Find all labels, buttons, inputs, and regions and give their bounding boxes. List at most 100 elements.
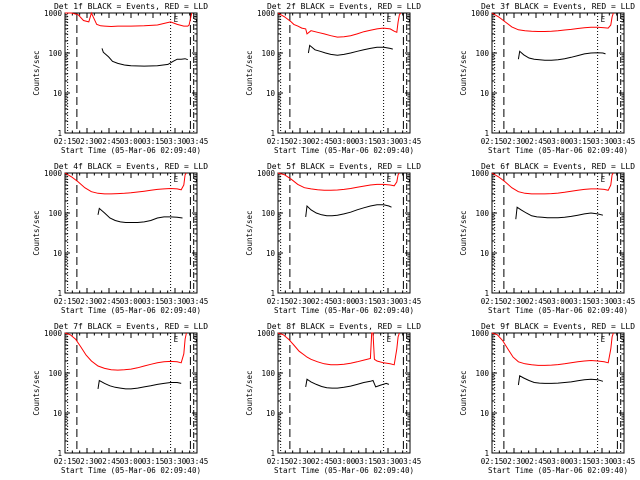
y-tick-label: 1000 — [44, 329, 63, 338]
plot-panel: Det 2f BLACK = Events, RED = LLD 1 10 100 10… — [245, 2, 421, 155]
y-tick-label: 1 — [57, 129, 62, 138]
x-tick-label: 03:45 — [613, 457, 636, 466]
y-tick-label: 1 — [270, 129, 275, 138]
series-line — [101, 48, 188, 67]
plot-frame — [277, 332, 411, 454]
x-tick-label: 03:30 — [377, 457, 400, 466]
x-tick-label: 03:00 — [547, 457, 570, 466]
marker-label: E — [387, 15, 392, 24]
plot-title: Det 1f BLACK = Events, RED = LLD — [54, 2, 208, 11]
plot-title: Det 6f BLACK = Events, RED = LLD — [481, 162, 635, 171]
x-tick-label: 03:15 — [142, 137, 165, 146]
marker-label: S — [620, 335, 625, 344]
marker-label: E — [174, 175, 179, 184]
plot-panel: Det 7f BLACK = Events, RED = LLD 1 10 100 10… — [32, 322, 208, 475]
series-line — [517, 375, 604, 386]
x-tick-label: 03:00 — [333, 297, 356, 306]
y-axis-label: Counts/sec — [245, 210, 254, 255]
series-line — [277, 12, 402, 38]
x-tick-label: 02:45 — [311, 457, 334, 466]
series-line — [64, 332, 187, 371]
y-tick-label: 1000 — [257, 169, 276, 178]
y-axis-label: Counts/sec — [459, 50, 468, 95]
y-tick-label: 1000 — [44, 169, 63, 178]
x-tick-label: 03:30 — [377, 297, 400, 306]
y-axis-label: Counts/sec — [459, 210, 468, 255]
marker-label: E — [601, 15, 606, 24]
series-line — [277, 172, 400, 191]
y-tick-label: 100 — [475, 369, 489, 378]
plot-title: Det 4f BLACK = Events, RED = LLD — [54, 162, 208, 171]
x-tick-label: 03:45 — [186, 297, 209, 306]
y-tick-label: 100 — [48, 49, 62, 58]
x-tick-label: 02:30 — [503, 137, 526, 146]
plot-frame — [64, 332, 198, 454]
y-tick-label: 1000 — [471, 329, 490, 338]
y-tick-label: 1000 — [257, 9, 276, 18]
y-axis-label: Counts/sec — [245, 50, 254, 95]
marker-label: E — [174, 15, 179, 24]
series-line — [305, 378, 390, 389]
y-tick-label: 10 — [480, 89, 490, 98]
marker-label: S — [193, 175, 198, 184]
x-tick-label: 02:15 — [54, 297, 77, 306]
plot-title: Det 5f BLACK = Events, RED = LLD — [267, 162, 421, 171]
plot-title: Det 7f BLACK = Events, RED = LLD — [54, 322, 208, 331]
y-tick-label: 10 — [266, 89, 276, 98]
x-tick-label: 03:15 — [142, 297, 165, 306]
x-tick-label: 02:15 — [54, 457, 77, 466]
series-line — [491, 332, 614, 366]
x-tick-label: 02:30 — [289, 297, 312, 306]
x-tick-label: 03:30 — [591, 297, 614, 306]
marker-label: S — [406, 175, 411, 184]
x-axis-label: Start Time (05-Mar-06 02:09:40) — [61, 466, 201, 475]
x-axis-label: Start Time (05-Mar-06 02:09:40) — [274, 306, 414, 315]
x-tick-label: 03:45 — [399, 457, 422, 466]
plot-title: Det 9f BLACK = Events, RED = LLD — [481, 322, 635, 331]
marker-label: S — [620, 15, 625, 24]
x-tick-label: 03:00 — [547, 137, 570, 146]
x-tick-label: 03:45 — [186, 457, 209, 466]
y-tick-label: 10 — [53, 249, 63, 258]
marker-label: S — [620, 175, 625, 184]
series-line — [515, 206, 604, 220]
x-tick-label: 02:15 — [267, 137, 290, 146]
x-tick-label: 03:30 — [591, 457, 614, 466]
plot-frame — [64, 172, 198, 294]
x-tick-label: 02:30 — [289, 137, 312, 146]
series-line — [64, 172, 187, 195]
x-tick-label: 03:15 — [569, 137, 592, 146]
plot-frame — [64, 12, 198, 134]
y-tick-label: 1 — [270, 449, 275, 458]
x-tick-label: 02:30 — [289, 457, 312, 466]
y-tick-label: 1000 — [257, 329, 276, 338]
plot-panel: Det 3f BLACK = Events, RED = LLD 1 10 100 10… — [459, 2, 635, 155]
y-axis-label: Counts/sec — [32, 210, 41, 255]
marker-label: S — [406, 15, 411, 24]
y-tick-label: 100 — [475, 209, 489, 218]
marker-label: S — [193, 335, 198, 344]
y-tick-label: 1 — [57, 289, 62, 298]
x-tick-label: 02:45 — [525, 137, 548, 146]
x-tick-label: 02:45 — [311, 297, 334, 306]
x-tick-label: 03:00 — [120, 137, 143, 146]
x-tick-label: 02:30 — [503, 457, 526, 466]
y-axis-label: Counts/sec — [32, 50, 41, 95]
x-tick-label: 02:45 — [525, 457, 548, 466]
x-tick-label: 02:15 — [481, 137, 504, 146]
y-tick-label: 10 — [266, 249, 276, 258]
marker-label: E — [174, 335, 179, 344]
series-line — [307, 44, 393, 56]
plot-title: Det 2f BLACK = Events, RED = LLD — [267, 2, 421, 11]
x-tick-label: 02:30 — [76, 297, 99, 306]
x-tick-label: 02:45 — [98, 457, 121, 466]
x-tick-label: 03:00 — [120, 297, 143, 306]
series-line — [491, 12, 614, 32]
x-tick-label: 03:30 — [164, 457, 187, 466]
y-tick-label: 1000 — [471, 9, 490, 18]
x-tick-label: 02:45 — [311, 137, 334, 146]
x-tick-label: 02:45 — [98, 297, 121, 306]
x-axis-label: Start Time (05-Mar-06 02:09:40) — [61, 306, 201, 315]
